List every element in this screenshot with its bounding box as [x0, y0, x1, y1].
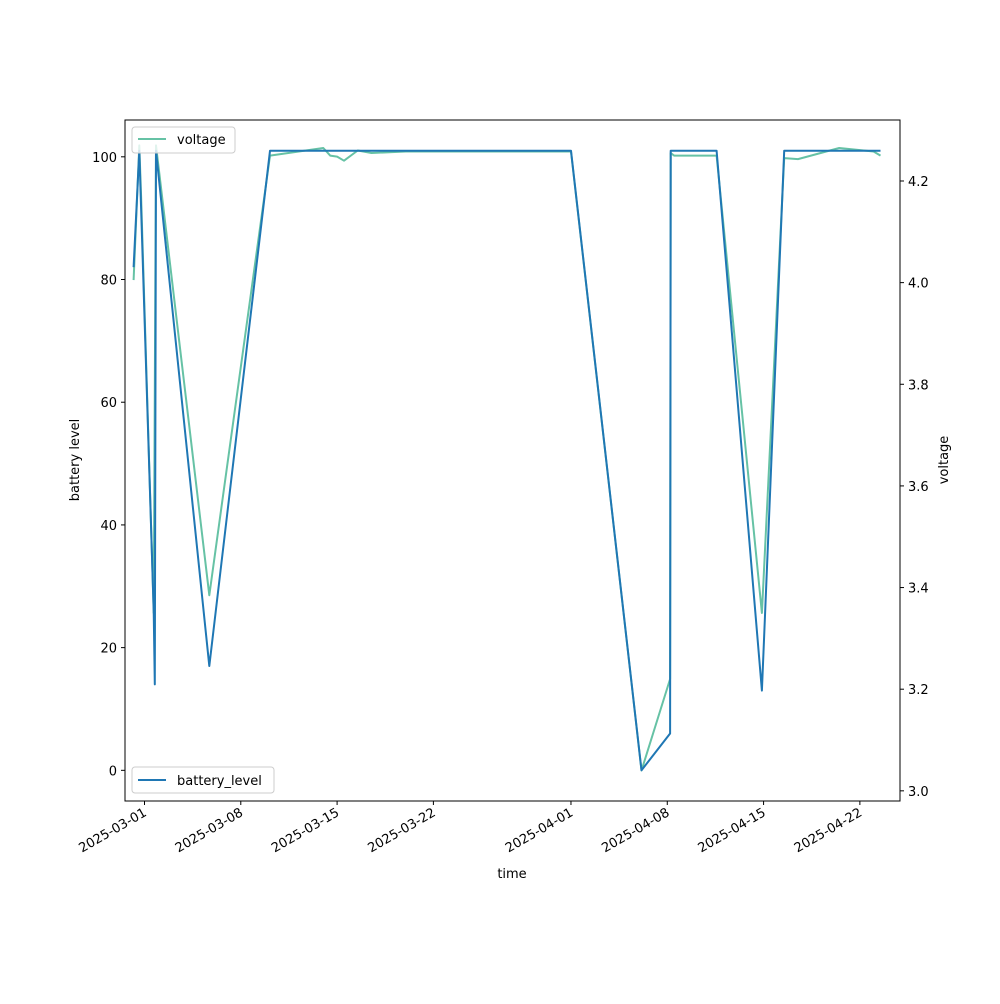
y-right-tick-label: 4.0 [908, 277, 929, 292]
y-left-tick-label: 100 [92, 151, 117, 166]
legend-voltage-label: voltage [177, 133, 226, 148]
legend-voltage-box [131, 126, 236, 154]
plot-frame [124, 119, 901, 802]
y-right-tick-label: 4.2 [908, 175, 929, 190]
y-axis-right: 3.0 3.2 3.4 3.6 3.8 4.0 4.2 [900, 175, 929, 800]
y-left-tick-label: 20 [100, 642, 117, 657]
series-line-battery-level [132, 149, 881, 772]
y-left-tick-label: 80 [100, 274, 117, 289]
plot-area [125, 120, 900, 801]
legend-voltage: voltage [131, 126, 236, 154]
y-left-tick-label: 0 [109, 764, 117, 779]
y-right-tick-label: 3.0 [908, 785, 929, 800]
y-left-tick-label: 40 [100, 519, 117, 534]
y-left-tick-label: 60 [100, 396, 117, 411]
y-right-tick-label: 3.2 [908, 683, 929, 698]
y-right-tick-label: 3.8 [908, 378, 929, 393]
legend-battery-level-box [131, 766, 275, 794]
y-axis-right-label: voltage [937, 436, 952, 485]
y-axis-left: 0 20 40 60 80 100 [92, 151, 125, 779]
y-right-tick-label: 3.4 [908, 582, 929, 597]
x-axis-label: time [497, 867, 526, 882]
y-right-tick-label: 3.6 [908, 480, 929, 495]
legend-battery-level-label: battery_level [177, 774, 262, 789]
series-layer [132, 144, 882, 772]
legend-battery-level: battery_level [131, 766, 275, 794]
y-axis-left-label: battery level [68, 419, 83, 502]
